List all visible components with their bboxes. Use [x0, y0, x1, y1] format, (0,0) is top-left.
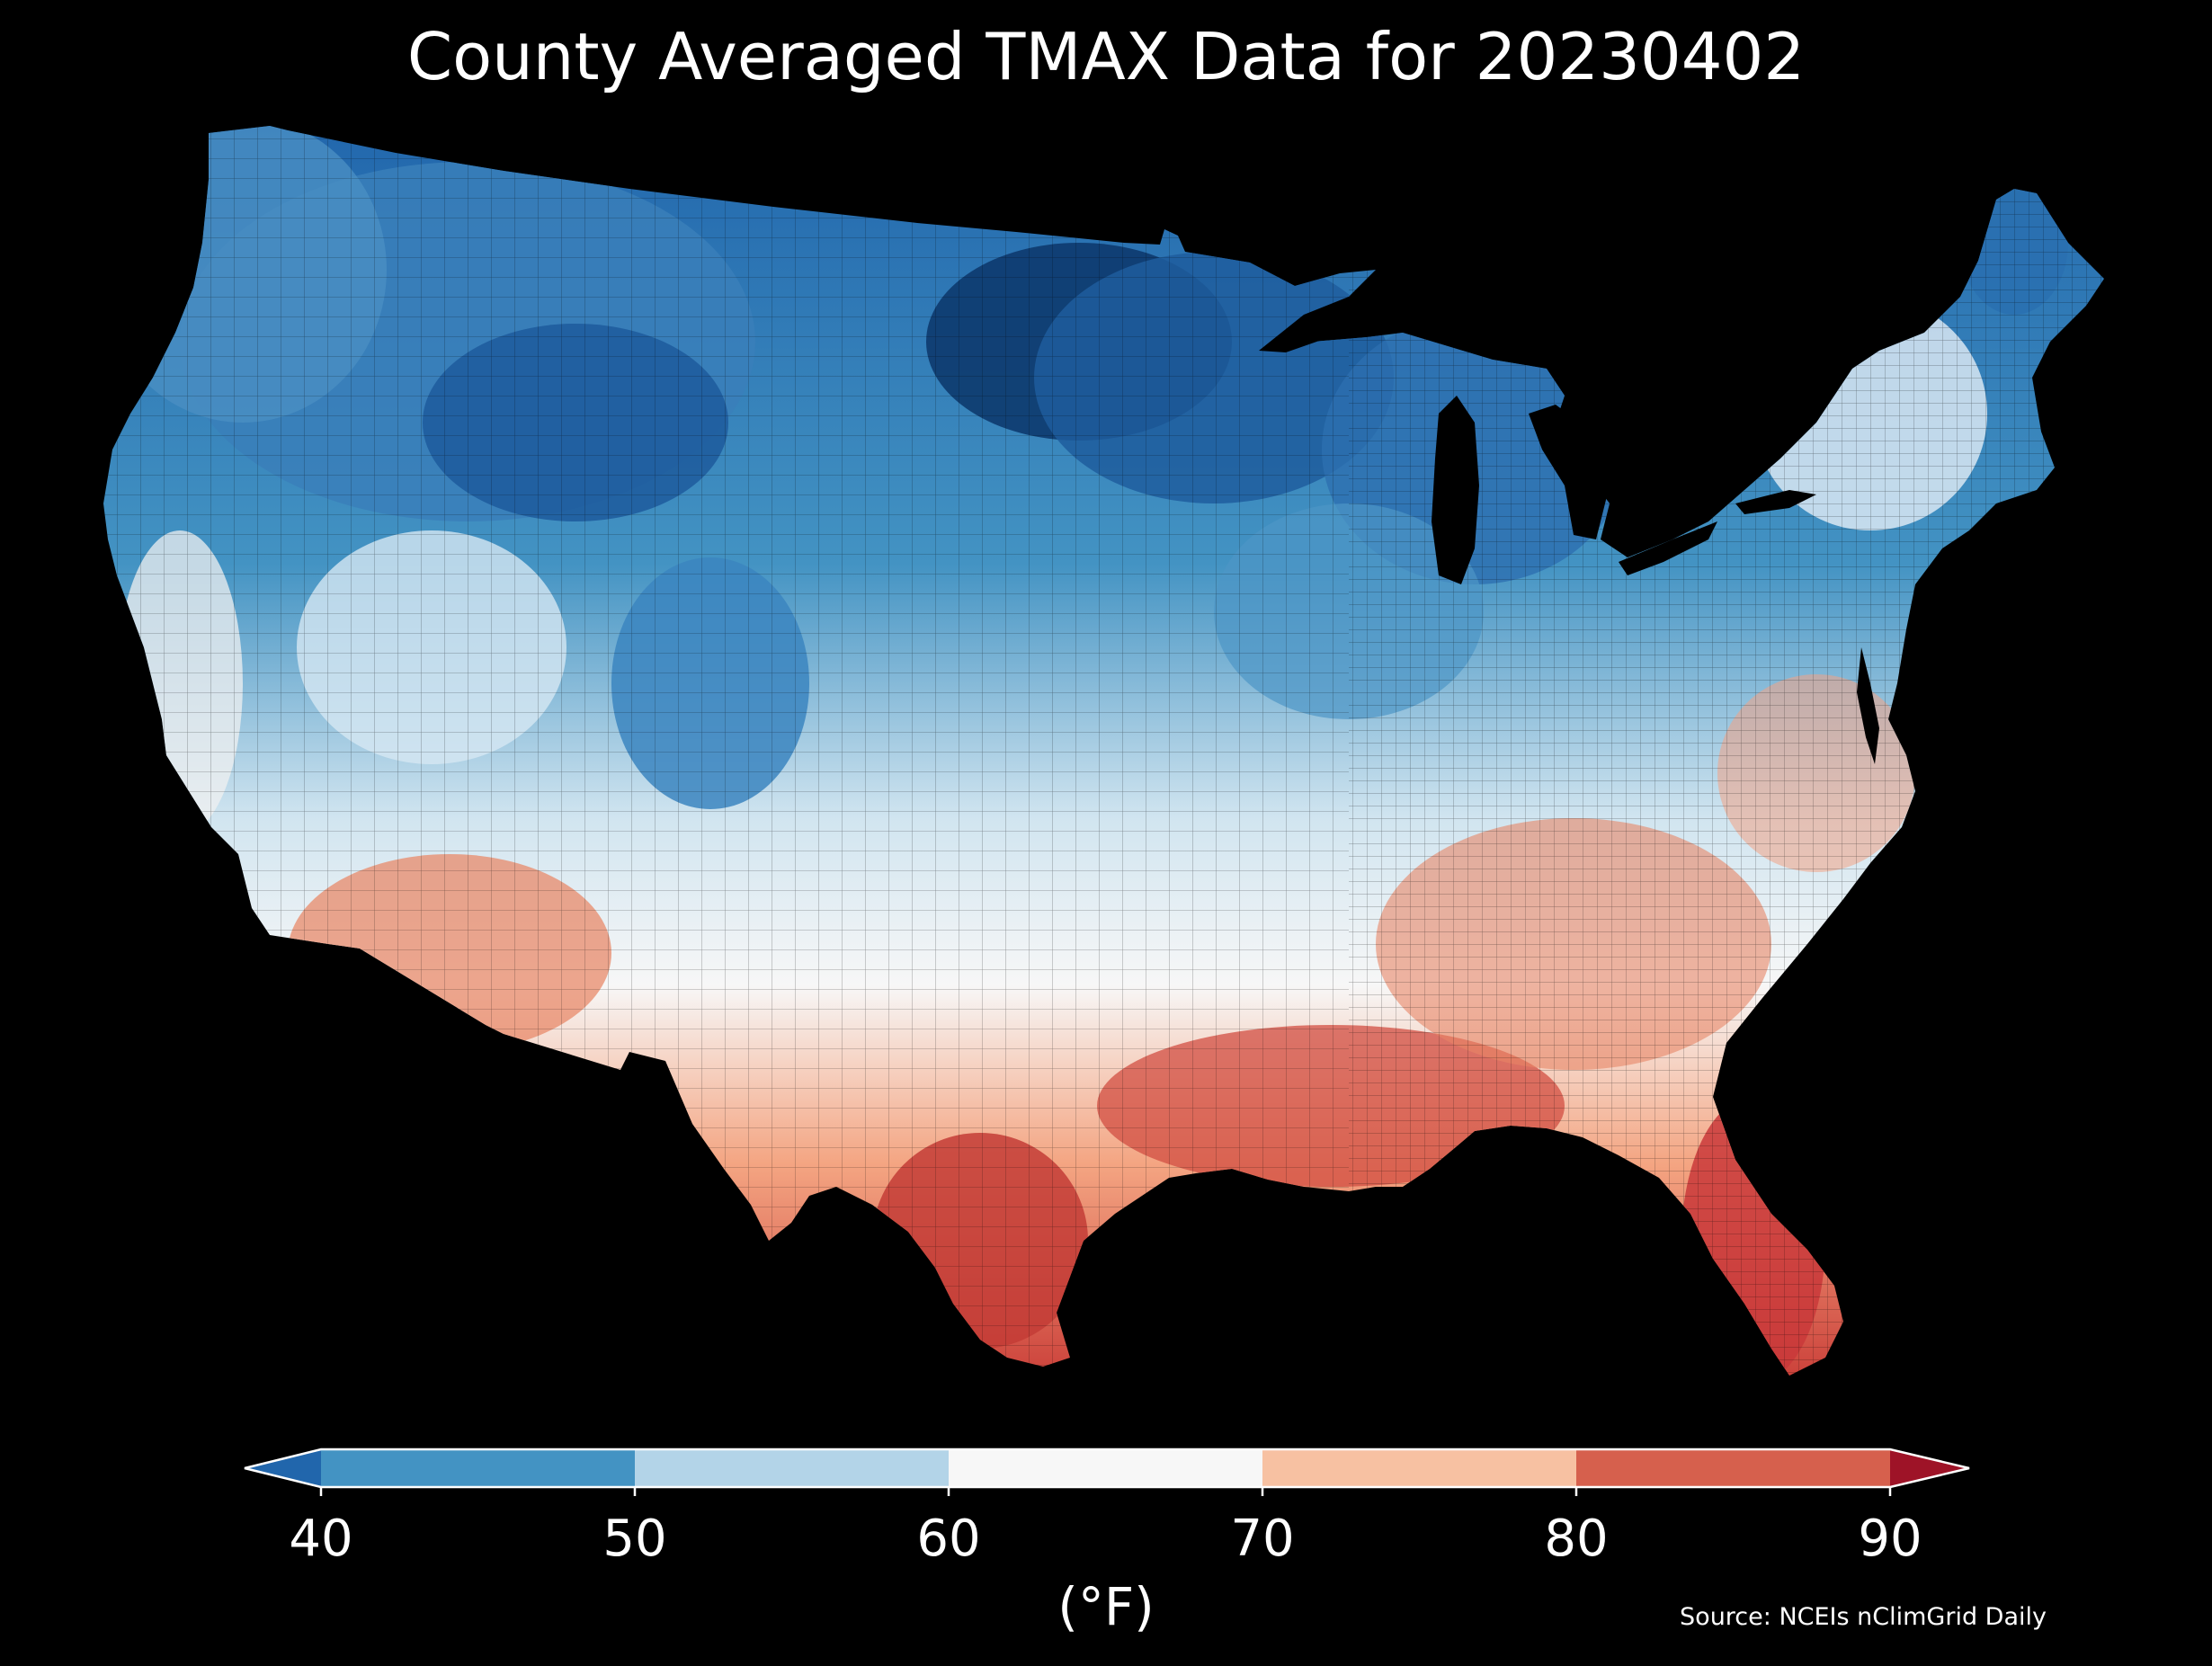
chesapeake-bay [1857, 647, 1879, 764]
choropleth-map [103, 126, 2104, 1376]
lake-ontario [1735, 490, 1816, 514]
colorbar-tick-label: 60 [916, 1510, 981, 1568]
lake-michigan [1432, 396, 1479, 584]
colorbar-label: (°F) [1057, 1576, 1155, 1637]
colorbar-bin [1262, 1449, 1576, 1487]
colorbar-tick-label: 40 [289, 1510, 353, 1568]
source-credit: Source: NCEIs nClimGrid Daily [1680, 1603, 2047, 1631]
lake-superior [1259, 286, 1385, 352]
colorbar [244, 1448, 1970, 1496]
colorbar-bin [1576, 1449, 1890, 1487]
colorbar-bin [949, 1449, 1262, 1487]
colorbar-tick-label: 80 [1544, 1510, 1609, 1568]
colorbar-bin [635, 1449, 949, 1487]
colorbar-tick-label: 70 [1230, 1510, 1295, 1568]
lake-erie [1619, 521, 1717, 575]
colorbar-extend-high [1890, 1449, 1969, 1487]
colorbar-tick-label: 90 [1858, 1510, 1922, 1568]
colorbar-extend-low [245, 1449, 321, 1487]
great-lakes [1259, 286, 1879, 764]
colorbar-tick-label: 50 [602, 1510, 667, 1568]
lake-huron [1529, 405, 1610, 539]
colorbar-bin [321, 1449, 635, 1487]
map-title: County Averaged TMAX Data for 20230402 [406, 19, 1806, 94]
